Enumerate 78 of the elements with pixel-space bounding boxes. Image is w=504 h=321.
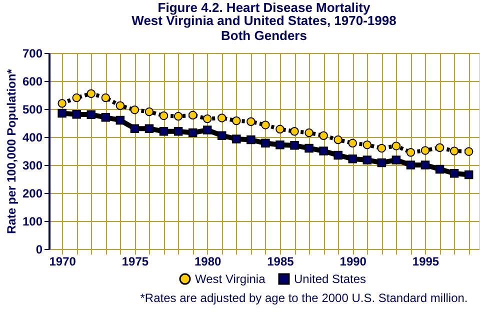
point (58, 99, 66, 108)
x-tick-label: 1990 (340, 254, 367, 268)
x-tick-label: 1970 (49, 254, 76, 268)
point (232, 116, 241, 126)
point (290, 127, 299, 136)
point (348, 154, 357, 164)
point (261, 120, 270, 130)
point (101, 93, 110, 102)
y-tick-label: 600 (22, 74, 43, 88)
point (420, 146, 430, 155)
point (435, 164, 444, 174)
point (86, 89, 96, 98)
y-tick-label: 200 (22, 186, 43, 200)
point (246, 135, 256, 144)
point (377, 144, 386, 153)
point (348, 138, 357, 148)
point (58, 108, 66, 118)
point (464, 147, 474, 156)
point (232, 134, 241, 144)
point (450, 169, 459, 178)
legend-label: West Virginia (195, 272, 266, 286)
point (392, 142, 401, 150)
x-tick-label: 1995 (412, 254, 440, 268)
point (319, 131, 328, 140)
point (144, 107, 154, 116)
point (159, 127, 168, 136)
y-tick-label: 300 (22, 158, 43, 172)
point (420, 160, 430, 170)
point (261, 138, 270, 148)
point (435, 143, 444, 152)
point (174, 127, 183, 136)
point (246, 117, 256, 126)
point (130, 124, 140, 133)
point (319, 146, 328, 156)
point (202, 126, 212, 134)
point (188, 110, 198, 120)
point (377, 158, 386, 168)
point (406, 148, 416, 157)
x-tick-label: 1980 (194, 254, 222, 268)
point (276, 124, 284, 134)
point (392, 156, 401, 164)
point (72, 110, 81, 119)
legend-label: United States (294, 272, 366, 286)
y-tick-label: 100 (22, 214, 43, 228)
point (218, 131, 226, 140)
point (188, 128, 198, 138)
point (202, 114, 212, 124)
y-tick-label: 500 (22, 102, 43, 116)
y-tick-label: 400 (22, 130, 43, 144)
point (406, 160, 416, 170)
point (144, 124, 154, 133)
point (116, 101, 125, 110)
point (116, 116, 125, 125)
point (304, 128, 314, 138)
chart-title: Figure 4.2. Heart Disease Mortality (158, 0, 371, 15)
y-tick-label: 0 (36, 242, 43, 256)
y-tick-label: 700 (22, 46, 43, 60)
point (86, 110, 96, 119)
x-tick-label: 1975 (122, 254, 149, 268)
point (174, 112, 183, 121)
point (334, 150, 342, 160)
text: Both Genders (221, 28, 307, 43)
point (362, 140, 372, 150)
point (450, 146, 459, 156)
point (304, 144, 314, 153)
point (159, 111, 168, 120)
text: *Rates are adjusted by age to the 2000 U.S. Standard million. (140, 291, 468, 305)
point (334, 135, 342, 144)
point (362, 156, 372, 164)
point (276, 140, 284, 150)
point (130, 105, 140, 114)
point (290, 141, 299, 150)
x-tick-label: 1985 (267, 254, 294, 268)
point (101, 113, 110, 122)
point (218, 114, 226, 122)
point (464, 170, 474, 180)
y-axis-title: Rate per 100,000 Population* (4, 68, 18, 234)
point (72, 93, 81, 102)
